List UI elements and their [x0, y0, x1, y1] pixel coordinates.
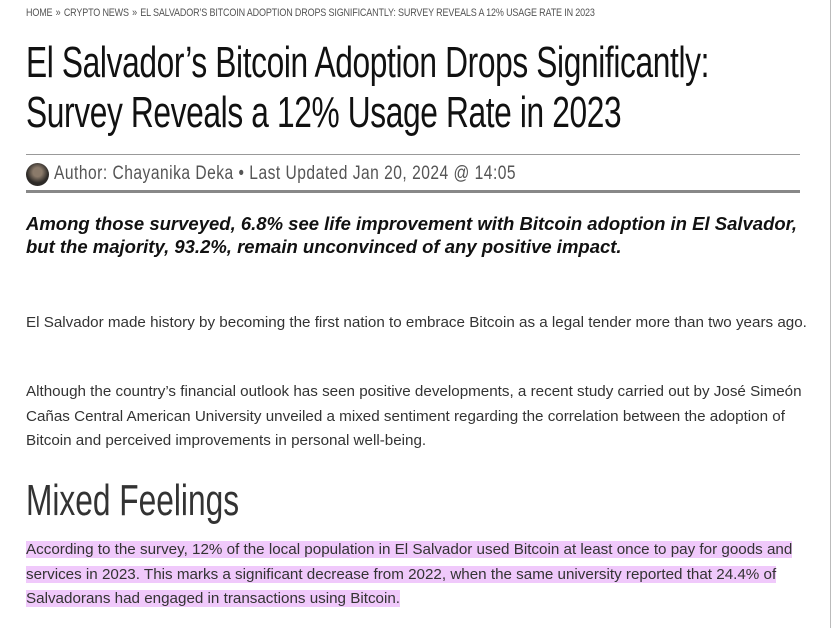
section-heading: Mixed Feelings	[26, 476, 240, 525]
breadcrumb-separator: »	[55, 7, 61, 19]
highlighted-paragraph: According to the survey, 12% of the loca…	[26, 538, 816, 612]
breadcrumb: HOME» CRYPTO NEWS» EL SALVADOR’S BITCOIN A…	[26, 7, 598, 19]
breadcrumb-separator: »	[132, 7, 137, 19]
breadcrumb-link[interactable]: CRYPTO NEWS	[63, 7, 129, 19]
breadcrumb-link[interactable]: HOME	[26, 7, 53, 19]
paragraph: Although the country’s financial outlook…	[26, 383, 802, 449]
article-title: Survey Reveals a 12% Usage Rate in 2023	[26, 88, 622, 137]
article-title: El Salvador’s Bitcoin Adoption Drops Sig…	[26, 38, 710, 87]
highlight: According to the survey, 12% of the loca…	[26, 541, 793, 607]
divider	[26, 154, 800, 155]
breadcrumb-current: EL SALVADOR’S BITCOIN ADOPTION DROPS SIG…	[140, 7, 595, 19]
paragraph: El Salvador made history by becoming the…	[26, 314, 807, 331]
author-avatar	[26, 163, 49, 186]
scrollbar-edge	[830, 0, 831, 628]
byline: Author: Chayanika Deka • Last Updated Ja…	[54, 163, 517, 184]
divider	[26, 190, 800, 193]
lead: Among those surveyed, 6.8% see life impr…	[26, 213, 798, 257]
